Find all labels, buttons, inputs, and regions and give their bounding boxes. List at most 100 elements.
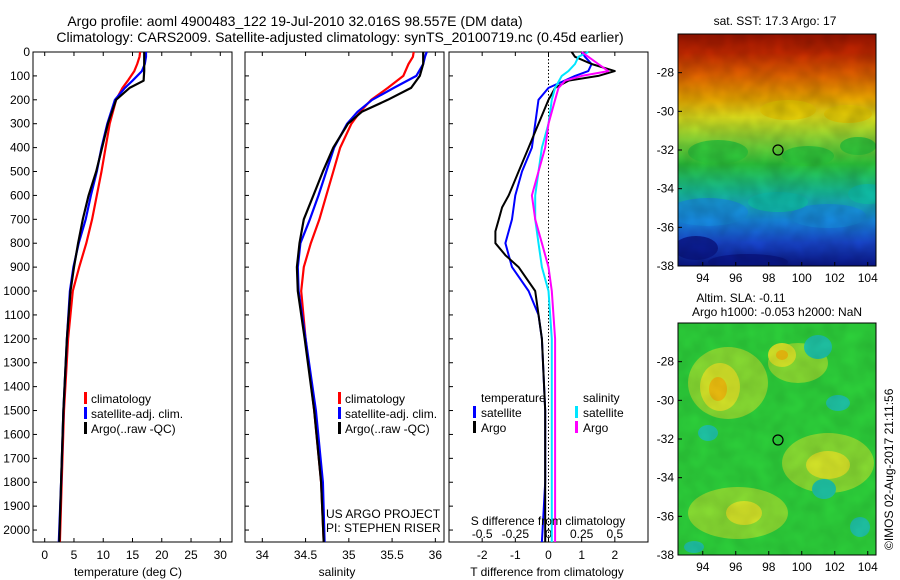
depth-tick-label: 1400	[3, 380, 30, 394]
map-x-tick-label: 96	[729, 271, 743, 285]
legend-label-sal-satellite: satellite	[583, 406, 624, 420]
legend-swatch-temp-argo	[473, 421, 476, 433]
argo-float-marker	[772, 434, 784, 446]
depth-tick-label: 900	[10, 260, 30, 274]
legend-label-temp-argo: Argo	[481, 421, 507, 435]
s-difference-axis-label: S difference from climatology	[471, 514, 626, 528]
sst-map-title: sat. SST: 17.3 Argo: 17	[714, 14, 837, 28]
temperature-lines	[57, 51, 148, 543]
x-tick-label: 5	[71, 548, 78, 562]
depth-tick-label: 1500	[3, 404, 30, 418]
legend-swatch-temp-satellite	[473, 406, 476, 418]
depth-tick-label: 1900	[3, 499, 30, 513]
legend-swatch-climatology	[338, 392, 341, 404]
legend-label-argo: Argo(..raw -QC)	[345, 422, 430, 436]
s-diff-tick-label: 0.25	[570, 527, 594, 541]
difference-x-axis: -2 -1 0 1 2 -0.5 -0.25 0 0.25 0.5	[472, 52, 623, 562]
legend-swatch-satellite	[338, 407, 341, 419]
legend-label-temp-satellite: satellite	[481, 406, 522, 420]
t-difference-axis-label: T difference from climatology	[470, 565, 624, 579]
sst-map	[677, 33, 877, 267]
legend-swatch-sal-satellite	[575, 406, 578, 418]
depth-tick-label: 1200	[3, 332, 30, 346]
map-x-tick-label: 98	[762, 271, 776, 285]
depth-tick-label: 100	[10, 69, 30, 83]
figure-title-line2: Climatology: CARS2009. Satellite-adjuste…	[56, 29, 623, 45]
depth-tick-label: 1300	[3, 356, 30, 370]
x-tick-label: -2	[477, 548, 488, 562]
sla-map-subtitle: Argo h1000: -0.053 h2000: NaN	[692, 305, 862, 319]
legend-swatch-argo	[338, 422, 341, 434]
map-y-tick-label: -30	[657, 104, 675, 118]
depth-tick-label: 500	[10, 165, 30, 179]
x-tick-label: 35.5	[380, 548, 404, 562]
sla-map	[677, 322, 877, 556]
legend-label-sal-argo: Argo	[583, 421, 609, 435]
legend-label-argo: Argo(..raw -QC)	[91, 422, 176, 436]
x-tick-label: 25	[184, 548, 198, 562]
x-tick-label: 0	[545, 548, 552, 562]
map-x-tick-label: 102	[825, 560, 845, 574]
salinity-x-axis: 34 34.5 35 35.5 36	[256, 52, 443, 562]
depth-tick-label: 800	[10, 236, 30, 250]
depth-tick-label: 0	[23, 45, 30, 59]
x-tick-label: 35	[342, 548, 356, 562]
map-y-tick-label: -32	[657, 143, 675, 157]
map-y-tick-label: -28	[657, 66, 675, 80]
series-line-salinity-argo	[530, 51, 610, 542]
map-x-tick-label: 94	[696, 560, 710, 574]
map-x-tick-label: 100	[792, 560, 812, 574]
map-x-tick-label: 102	[825, 271, 845, 285]
depth-tick-label: 1000	[3, 284, 30, 298]
sla-map-axes: 94 96 98 100 102 104 -28 -30 -32 -34 -36 -38	[657, 355, 878, 574]
x-tick-label: 0	[41, 548, 48, 562]
argo-float-marker	[772, 144, 784, 156]
depth-tick-label: 600	[10, 188, 30, 202]
legend-swatch-argo	[84, 422, 87, 434]
s-diff-tick-label: 0	[545, 527, 552, 541]
project-annotation: US ARGO PROJECT	[326, 507, 441, 521]
legend-label-satellite: satellite-adj. clim.	[345, 407, 437, 421]
sst-texture	[678, 34, 876, 266]
depth-tick-label: 1700	[3, 451, 30, 465]
s-diff-tick-label: 0.5	[606, 527, 623, 541]
difference-lines	[494, 51, 616, 543]
depth-tick-label: 300	[10, 117, 30, 131]
series-line-satellite-adj-clim-	[296, 51, 428, 543]
temperature-x-axis: 0 5 10 15 20 25 30	[41, 52, 227, 562]
depth-tick-label: 200	[10, 93, 30, 107]
sla-map-title: Altim. SLA: -0.11	[696, 291, 785, 305]
temperature-axis-label: temperature (deg C)	[74, 565, 182, 579]
map-y-tick-label: -38	[657, 548, 675, 562]
series-line-climatology	[300, 51, 415, 543]
depth-tick-label: 1800	[3, 475, 30, 489]
salinity-lines	[295, 51, 428, 543]
sst-map-axes: 94 96 98 100 102 104 -28 -30 -32 -34 -36 -38	[657, 66, 878, 285]
x-tick-label: 1	[578, 548, 585, 562]
legend-swatch-climatology	[84, 392, 87, 404]
series-line-argo-raw-qc-	[58, 52, 146, 543]
x-tick-label: 20	[155, 548, 169, 562]
imos-watermark: ©IMOS 02-Aug-2017 21:11:56	[882, 388, 896, 550]
legend-header-temperature: temperature	[481, 391, 546, 405]
series-line-temperature-argo	[494, 51, 616, 542]
map-y-tick-label: -38	[657, 259, 675, 273]
map-y-tick-label: -34	[657, 471, 675, 485]
depth-tick-label: 1600	[3, 427, 30, 441]
legend-label-climatology: climatology	[91, 392, 151, 406]
legend-header-salinity: salinity	[583, 391, 620, 405]
map-x-tick-label: 104	[858, 560, 878, 574]
x-tick-label: 34	[256, 548, 270, 562]
x-tick-label: 15	[126, 548, 140, 562]
map-x-tick-label: 96	[729, 560, 743, 574]
x-tick-label: 36	[429, 548, 443, 562]
map-y-tick-label: -30	[657, 393, 675, 407]
map-y-tick-label: -28	[657, 355, 675, 369]
series-line-climatology	[58, 51, 142, 543]
s-diff-tick-label: -0.5	[472, 527, 493, 541]
map-x-tick-label: 104	[858, 271, 878, 285]
figure-title-line1: Argo profile: aoml 4900483_122 19-Jul-20…	[67, 13, 522, 29]
s-diff-tick-label: -0.25	[502, 527, 530, 541]
legend-swatch-sal-argo	[575, 421, 578, 433]
